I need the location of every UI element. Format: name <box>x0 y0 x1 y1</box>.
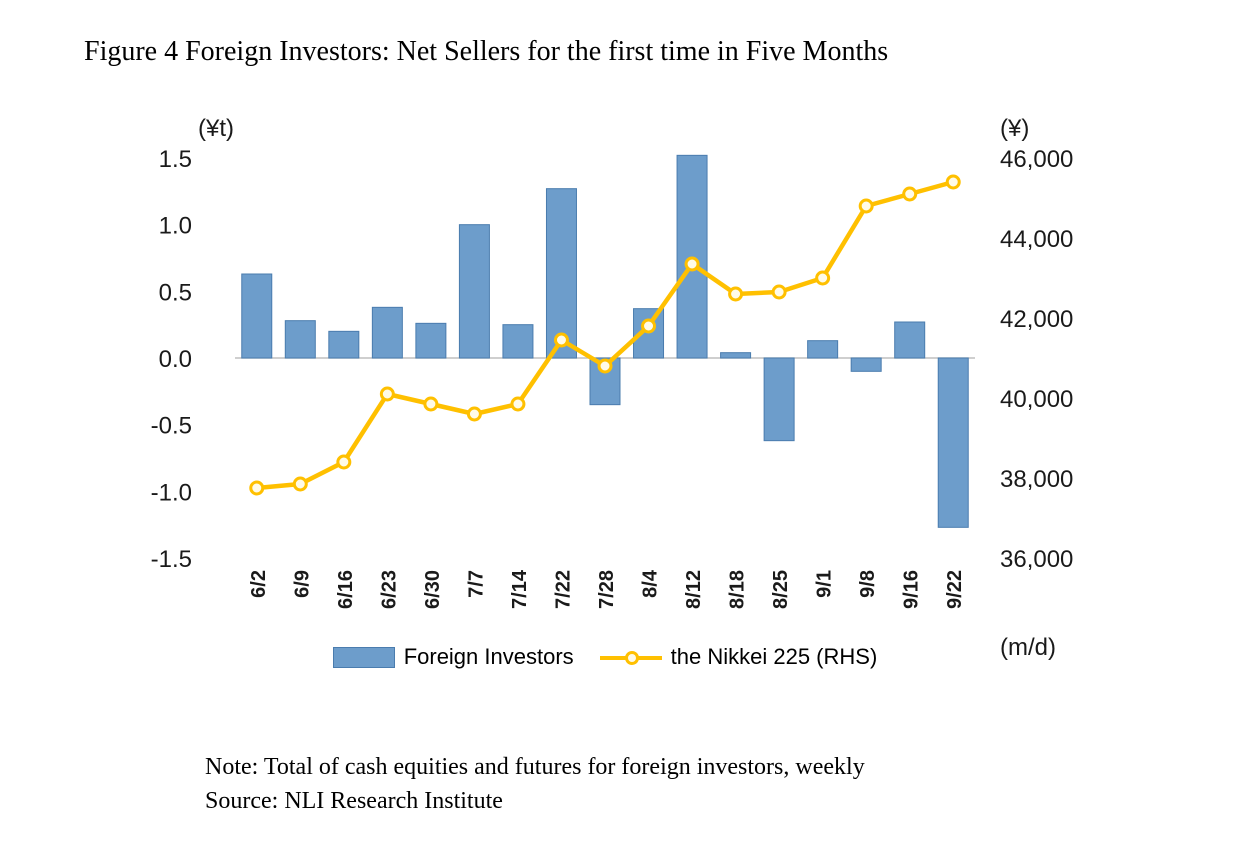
legend-bar-swatch-icon <box>332 646 395 668</box>
left-axis-tick: -1.0 <box>151 479 192 506</box>
x-axis-tick: 7/22 <box>552 570 574 609</box>
x-axis-tick: 9/22 <box>944 570 966 609</box>
x-axis-tick: 7/28 <box>596 570 618 609</box>
right-axis-tick: 46,000 <box>1000 146 1073 173</box>
left-axis-tick: -0.5 <box>151 413 192 440</box>
legend-item-nikkei-225: the Nikkei 225 (RHS) <box>599 644 878 670</box>
legend-line-swatch-icon <box>599 650 662 665</box>
chart-legend: Foreign Investors the Nikkei 225 (RHS) <box>235 644 975 670</box>
x-axis-tick: 9/8 <box>857 570 879 598</box>
nikkei-marker-6/2 <box>249 480 265 496</box>
nikkei-marker-8/12 <box>684 256 700 272</box>
legend-label-foreign-investors: Foreign Investors <box>403 644 574 669</box>
legend-line-marker-icon <box>624 650 639 665</box>
x-axis-tick: 8/18 <box>727 570 749 609</box>
chart-note: Note: Total of cash equities and futures… <box>205 754 865 780</box>
bar-9/16 <box>894 321 926 359</box>
x-axis-tick: 7/14 <box>509 569 531 609</box>
x-axis-tick: 8/25 <box>770 570 792 609</box>
right-axis-tick: 38,000 <box>1000 466 1073 493</box>
left-axis-tick: 0.5 <box>159 279 192 306</box>
x-axis-tick: 6/9 <box>291 570 313 598</box>
bar-6/2 <box>241 273 273 359</box>
left-axis-unit-label: (¥t) <box>198 115 234 142</box>
nikkei-marker-7/22 <box>553 332 569 348</box>
nikkei-marker-9/22 <box>945 174 961 190</box>
bar-7/22 <box>545 188 577 359</box>
bar-6/16 <box>328 330 360 359</box>
x-axis-tick: 6/16 <box>335 570 357 609</box>
nikkei-marker-7/28 <box>597 358 613 374</box>
x-axis-tick: 8/4 <box>640 569 662 598</box>
nikkei-marker-6/30 <box>423 396 439 412</box>
nikkei-marker-9/8 <box>858 198 874 214</box>
bar-8/25 <box>763 357 795 442</box>
nikkei-line <box>254 179 956 491</box>
chart-source: Source: NLI Research Institute <box>205 788 503 814</box>
left-axis-tick: 0.0 <box>159 346 192 373</box>
nikkei-marker-7/14 <box>510 396 526 412</box>
bar-6/30 <box>415 322 447 359</box>
right-axis-unit-label: (¥) <box>1000 115 1029 142</box>
left-axis-tick: 1.0 <box>159 213 192 240</box>
nikkei-marker-9/16 <box>902 186 918 202</box>
chart-footnotes: Note: Total of cash equities and futures… <box>205 750 865 818</box>
x-axis-tick: 8/12 <box>683 570 705 609</box>
nikkei-marker-8/18 <box>728 286 744 302</box>
nikkei-marker-6/23 <box>379 386 395 402</box>
chart-title: Figure 4 Foreign Investors: Net Sellers … <box>84 36 889 67</box>
x-axis-tick: 6/30 <box>422 570 444 609</box>
x-axis-unit-label: (m/d) <box>1000 634 1056 661</box>
x-axis-tick: 6/2 <box>248 570 270 598</box>
nikkei-marker-6/16 <box>336 454 352 470</box>
nikkei-marker-9/1 <box>815 270 831 286</box>
bar-7/7 <box>458 224 490 359</box>
nikkei-marker-6/9 <box>292 476 308 492</box>
x-axis-tick: 9/16 <box>901 570 923 609</box>
right-axis-tick: 44,000 <box>1000 226 1073 253</box>
right-axis-tick: 42,000 <box>1000 306 1073 333</box>
right-axis-tick: 36,000 <box>1000 546 1073 573</box>
bar-9/8 <box>850 357 882 372</box>
bar-9/22 <box>937 357 969 528</box>
bar-7/14 <box>502 324 534 359</box>
nikkei-marker-8/4 <box>641 318 657 334</box>
x-axis-tick: 6/23 <box>378 570 400 609</box>
bar-6/23 <box>371 306 403 359</box>
bar-8/18 <box>720 352 752 359</box>
bar-6/9 <box>284 320 316 359</box>
nikkei-marker-7/7 <box>466 406 482 422</box>
bar-9/1 <box>807 340 839 359</box>
x-axis-tick: 7/7 <box>465 570 487 598</box>
left-axis-tick: 1.5 <box>159 146 192 173</box>
nikkei-marker-8/25 <box>771 284 787 300</box>
legend-item-foreign-investors: Foreign Investors <box>332 644 574 670</box>
left-axis-tick: -1.5 <box>151 546 192 573</box>
x-axis-tick: 9/1 <box>814 570 836 598</box>
right-axis-tick: 40,000 <box>1000 386 1073 413</box>
legend-label-nikkei-225: the Nikkei 225 (RHS) <box>670 644 878 669</box>
